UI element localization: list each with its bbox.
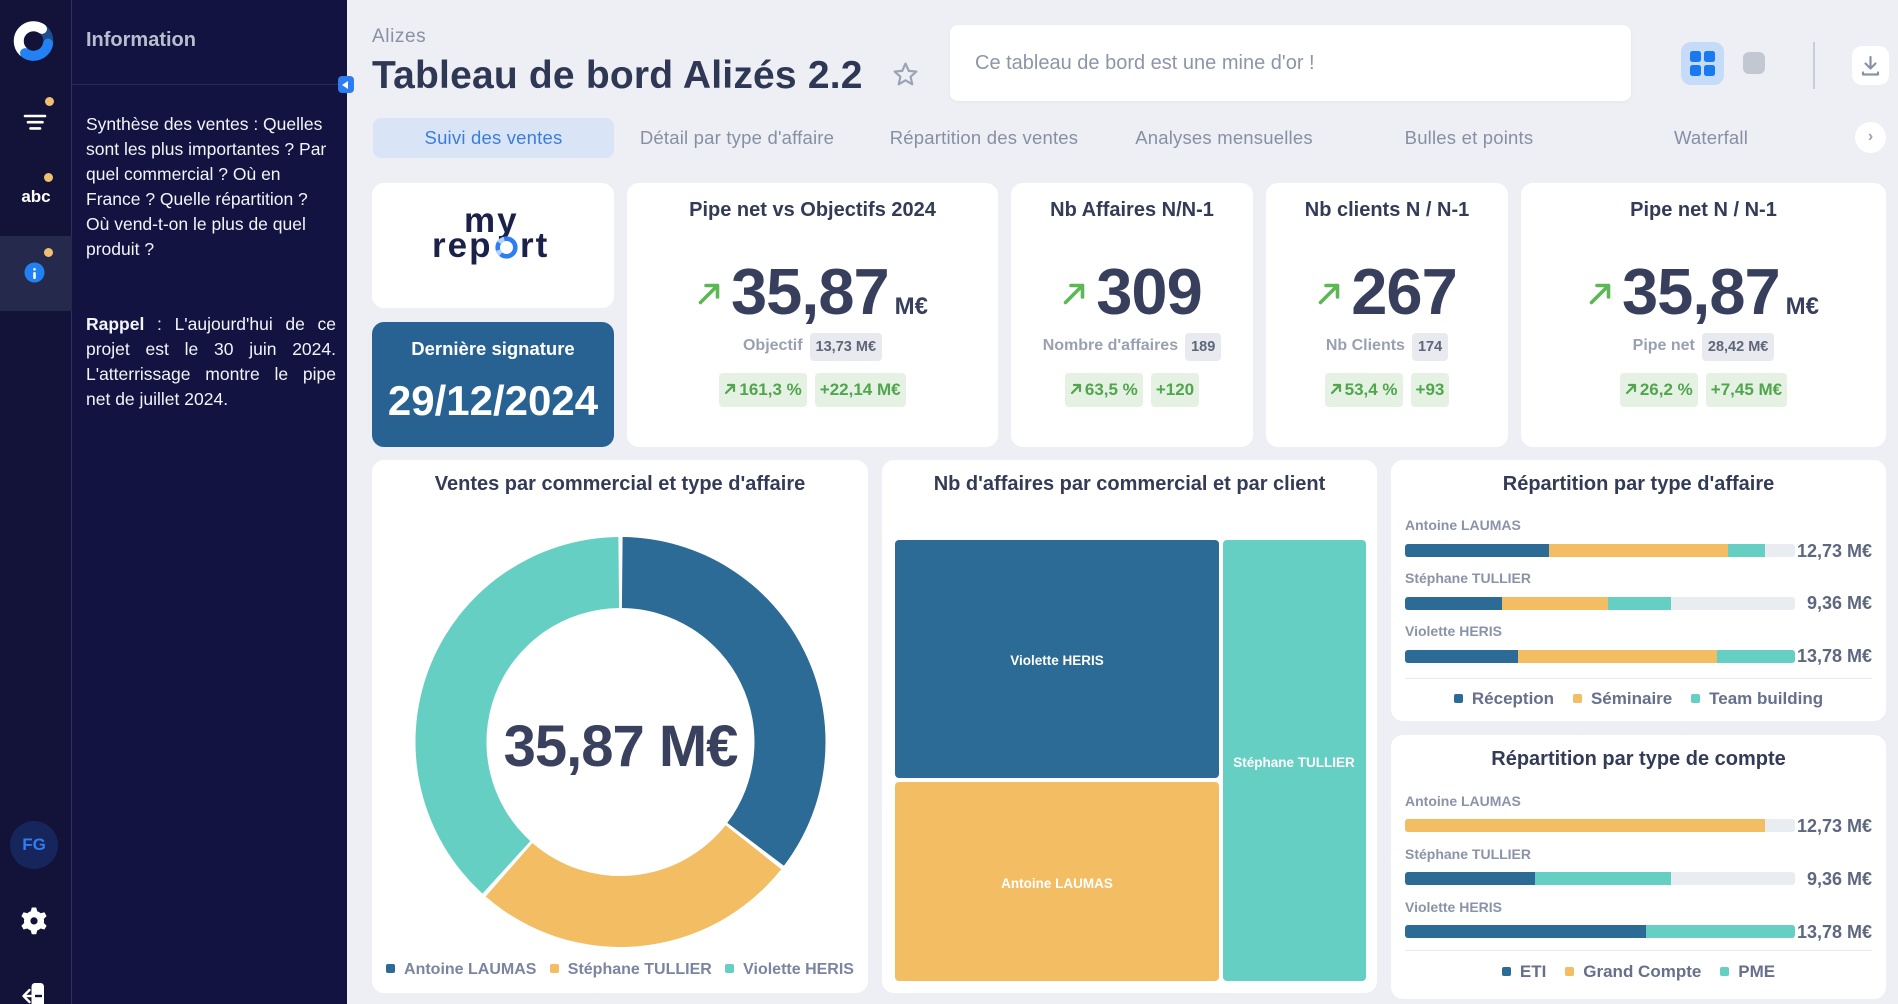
svg-text:35,87 M€: 35,87 M€ [504, 714, 739, 779]
svg-text:rep: rep [432, 226, 492, 265]
svg-text:my: my [464, 201, 519, 240]
svg-text:rt: rt [520, 226, 549, 265]
